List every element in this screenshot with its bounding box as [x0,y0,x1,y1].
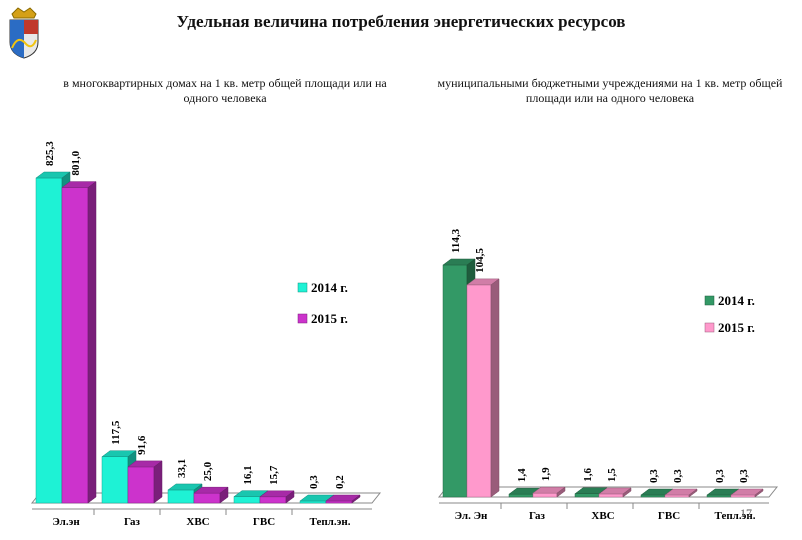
left-bar-2015-1 [127,466,155,504]
right-legend-label-2014: 2014 г. [718,293,755,308]
right-category-label-1: Газ [529,510,546,522]
right-legend-swatch-2014 [704,295,715,306]
right-bar-side-2015-4 [754,488,764,498]
page-number: 17 [740,506,752,520]
right-bar-side-2015-3 [688,488,698,498]
right-bar-2014-3 [640,494,666,498]
left-value-label-2015-1: 91,6 [136,435,148,455]
left-bar-side-2015-1 [153,460,163,504]
left-chart-title: в многоквартирных домах на 1 кв. метр об… [63,76,387,105]
right-bar-2014-1 [508,493,534,498]
right-legend-swatch-2015 [704,322,715,333]
right-bar-side-2015-2 [622,487,632,498]
left-bar-2014-0 [35,177,63,504]
left-bar-2015-4 [325,500,353,504]
left-value-label-2015-2: 25,0 [202,461,214,481]
right-bar-2015-4 [730,494,756,498]
left-bar-2014-2 [167,489,195,504]
right-bar-2014-4 [706,494,732,498]
left-bar-side-2015-3 [285,490,295,504]
right-bar-side-2015-0 [490,278,500,498]
left-legend-label-2014: 2014 г. [311,280,348,295]
right-category-label-2: ХВС [591,510,614,522]
right-legend-label-2015: 2015 г. [718,320,755,335]
right-bar-2014-2 [574,493,600,498]
left-bar-2014-3 [233,496,261,504]
left-value-label-2014-2: 33,1 [176,459,188,478]
left-value-label-2015-3: 15,7 [268,465,280,485]
right-category-label-3: ГВС [658,510,680,522]
left-bar-side-2015-0 [87,181,97,504]
left-value-label-2015-4: 0,2 [334,475,346,489]
left-value-label-2014-4: 0,3 [308,475,320,489]
right-category-label-4: Тепл.эн. [715,510,756,522]
right-bar-side-2015-1 [556,486,566,498]
left-bar-2014-4 [299,500,327,504]
coat-of-arms-icon [4,4,44,60]
right-bar-2015-0 [466,284,492,498]
left-value-label-2014-3: 16,1 [242,465,254,484]
left-bar-side-2015-4 [351,494,361,504]
left-value-label-2014-0: 825,3 [44,141,56,166]
right-bar-2015-3 [664,494,690,498]
right-value-label-2015-4: 0,3 [738,469,750,483]
right-bar-2014-0 [442,264,468,498]
page-title: Удельная величина потребления энергетиче… [176,12,626,31]
left-value-label-2014-1: 117,5 [110,420,122,445]
right-value-label-2014-3: 0,3 [648,469,660,483]
right-bar-2015-1 [532,492,558,498]
right-value-label-2014-0: 114,3 [450,228,462,253]
left-legend-swatch-2014 [297,282,308,293]
left-value-label-2015-0: 801,0 [70,150,82,175]
left-category-label-3: ГВС [253,516,275,528]
left-bar-2015-0 [61,187,89,504]
right-category-label-0: Эл. Эн [455,510,488,522]
left-legend-label-2015: 2015 г. [311,311,348,326]
right-value-label-2015-0: 104,5 [474,248,486,273]
right-chart-title: муниципальными бюджетными учреждениями н… [437,76,783,105]
right-value-label-2014-2: 1,6 [582,468,594,482]
left-bar-2014-1 [101,456,129,504]
right-value-label-2015-2: 1,5 [606,468,618,482]
left-category-label-1: Газ [124,516,141,528]
right-value-label-2015-3: 0,3 [672,469,684,483]
right-bar-2015-2 [598,493,624,498]
left-legend-swatch-2015 [297,313,308,324]
right-value-label-2014-4: 0,3 [714,469,726,483]
left-bar-2015-2 [193,492,221,504]
left-bar-2015-3 [259,496,287,504]
left-bar-side-2015-2 [219,486,229,504]
right-value-label-2014-1: 1,4 [516,468,528,482]
left-category-label-2: ХВС [186,516,209,528]
right-value-label-2015-1: 1,9 [540,467,552,481]
left-category-label-0: Эл.эн [52,516,80,528]
left-category-label-4: Тепл.эн. [310,516,351,528]
